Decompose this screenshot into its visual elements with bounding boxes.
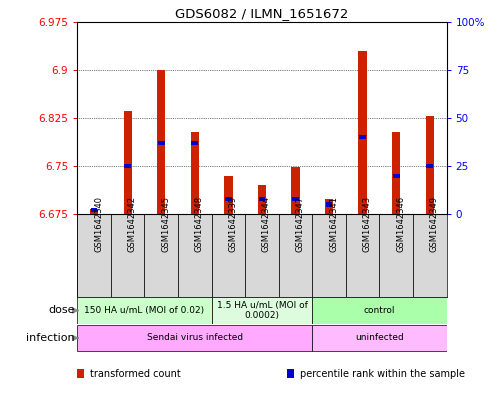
Bar bbox=[178, 214, 212, 297]
Bar bbox=[427, 164, 433, 168]
Bar bbox=[212, 297, 312, 324]
Bar bbox=[392, 132, 400, 214]
Text: uninfected: uninfected bbox=[355, 334, 404, 342]
Text: GSM1642339: GSM1642339 bbox=[229, 196, 238, 252]
Text: dose: dose bbox=[48, 305, 75, 316]
Bar bbox=[258, 185, 266, 214]
Bar bbox=[224, 176, 233, 214]
Text: GSM1642343: GSM1642343 bbox=[363, 196, 372, 252]
Bar bbox=[145, 214, 178, 297]
Bar bbox=[124, 164, 131, 168]
Bar bbox=[426, 116, 434, 214]
Bar bbox=[157, 70, 166, 214]
Text: GSM1642348: GSM1642348 bbox=[195, 196, 204, 252]
Bar bbox=[346, 214, 379, 297]
Text: 1.5 HA u/mL (MOI of
0.0002): 1.5 HA u/mL (MOI of 0.0002) bbox=[217, 301, 307, 320]
Text: GSM1642341: GSM1642341 bbox=[329, 196, 338, 252]
Bar bbox=[225, 196, 232, 201]
Text: transformed count: transformed count bbox=[90, 369, 181, 379]
Text: GSM1642345: GSM1642345 bbox=[161, 196, 170, 252]
Text: GSM1642340: GSM1642340 bbox=[94, 196, 103, 252]
Bar bbox=[312, 214, 346, 297]
Text: control: control bbox=[364, 306, 395, 315]
Bar bbox=[326, 202, 332, 207]
Text: Sendai virus infected: Sendai virus infected bbox=[147, 334, 243, 342]
Bar bbox=[90, 209, 98, 214]
Bar bbox=[191, 132, 199, 214]
Text: GSM1642349: GSM1642349 bbox=[430, 196, 439, 252]
Bar bbox=[379, 214, 413, 297]
Bar bbox=[158, 141, 165, 145]
Bar bbox=[77, 325, 312, 351]
Title: GDS6082 / ILMN_1651672: GDS6082 / ILMN_1651672 bbox=[175, 7, 349, 20]
Text: GSM1642347: GSM1642347 bbox=[295, 196, 304, 252]
Bar bbox=[192, 141, 198, 145]
Bar bbox=[292, 196, 299, 201]
Bar bbox=[312, 325, 447, 351]
Bar bbox=[359, 135, 366, 139]
Bar bbox=[325, 199, 333, 214]
Bar bbox=[358, 51, 367, 214]
Bar bbox=[312, 297, 447, 324]
Bar bbox=[123, 112, 132, 214]
Bar bbox=[212, 214, 245, 297]
Bar bbox=[245, 214, 279, 297]
Bar bbox=[77, 214, 111, 297]
Bar bbox=[91, 208, 97, 213]
Bar bbox=[291, 167, 300, 214]
Bar bbox=[393, 174, 400, 178]
Bar bbox=[279, 214, 312, 297]
Text: 150 HA u/mL (MOI of 0.02): 150 HA u/mL (MOI of 0.02) bbox=[84, 306, 205, 315]
Bar bbox=[258, 196, 265, 201]
Text: GSM1642346: GSM1642346 bbox=[396, 196, 405, 252]
Bar bbox=[77, 297, 212, 324]
Text: GSM1642342: GSM1642342 bbox=[128, 196, 137, 252]
Text: GSM1642344: GSM1642344 bbox=[262, 196, 271, 252]
Bar bbox=[413, 214, 447, 297]
Bar bbox=[111, 214, 145, 297]
Text: infection: infection bbox=[26, 333, 75, 343]
Text: percentile rank within the sample: percentile rank within the sample bbox=[300, 369, 465, 379]
